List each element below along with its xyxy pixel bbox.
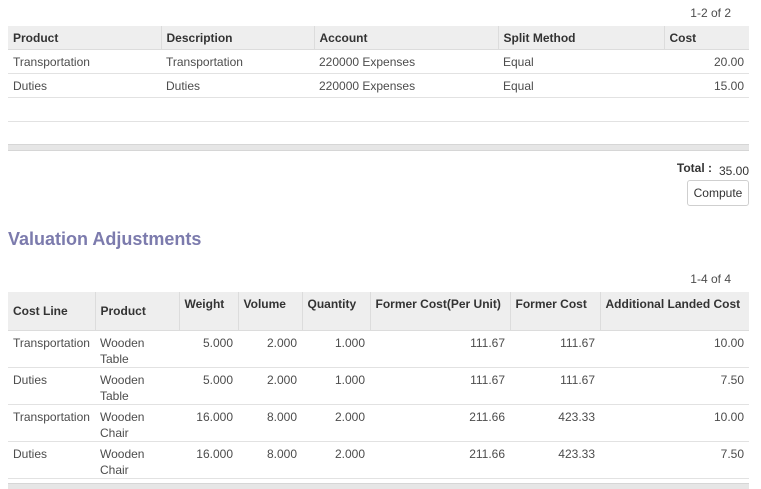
cell-description: Transportation — [161, 49, 314, 74]
valuation-adjustments-table: Cost Line Product Weight Volume Quantity… — [8, 292, 749, 479]
compute-button[interactable]: Compute — [687, 180, 749, 206]
table-footer-divider — [8, 483, 749, 489]
cell-quantity: 2.000 — [302, 404, 370, 442]
empty-row[interactable] — [8, 97, 749, 122]
table-row[interactable]: Transportation Wooden Table 5.000 2.000 … — [8, 330, 749, 368]
cost-lines-pager[interactable]: 1-2 of 2 — [690, 6, 731, 20]
cell-cost: 20.00 — [664, 49, 749, 74]
cell-product: Wooden Table — [95, 367, 179, 405]
table-row[interactable]: Duties Wooden Chair 16.000 8.000 2.000 2… — [8, 441, 749, 479]
cell-additional-landed-cost: 10.00 — [600, 330, 749, 368]
valuation-pager[interactable]: 1-4 of 4 — [690, 272, 731, 286]
cell-quantity: 2.000 — [302, 441, 370, 479]
cell-quantity: 1.000 — [302, 367, 370, 405]
col-product[interactable]: Product — [8, 26, 162, 50]
cell-weight: 5.000 — [179, 330, 238, 368]
cell-additional-landed-cost: 10.00 — [600, 404, 749, 442]
section-title: Valuation Adjustments — [8, 229, 202, 249]
cell-split-method: Equal — [498, 49, 664, 74]
col-volume[interactable]: Volume — [238, 292, 303, 331]
cell-former-cost: 111.67 — [510, 367, 600, 405]
col-cost-line[interactable]: Cost Line — [8, 292, 96, 331]
cell-account: 220000 Expenses — [314, 73, 498, 98]
cell-product: Wooden Table — [95, 330, 179, 368]
cell-product: Transportation — [8, 49, 161, 74]
cell-former-cost-per-unit: 111.67 — [370, 367, 510, 405]
cell-cost-line: Transportation — [8, 330, 95, 368]
cell-former-cost: 423.33 — [510, 404, 600, 442]
cell-former-cost: 423.33 — [510, 441, 600, 479]
cell-additional-landed-cost: 7.50 — [600, 367, 749, 405]
cell-product: Duties — [8, 73, 161, 98]
total-value: 35.00 — [718, 164, 749, 178]
cell-volume: 8.000 — [238, 441, 302, 479]
cell-cost-line: Duties — [8, 441, 95, 479]
cell-cost: 15.00 — [664, 73, 749, 98]
cell-former-cost-per-unit: 211.66 — [370, 441, 510, 479]
table-row[interactable]: Transportation Wooden Chair 16.000 8.000… — [8, 404, 749, 442]
cell-cost-line: Duties — [8, 367, 95, 405]
cell-weight: 16.000 — [179, 441, 238, 479]
cell-additional-landed-cost: 7.50 — [600, 441, 749, 479]
col-former-cost-per-unit[interactable]: Former Cost(Per Unit) — [370, 292, 511, 331]
cell-former-cost: 111.67 — [510, 330, 600, 368]
cell-volume: 2.000 — [238, 367, 302, 405]
col-description[interactable]: Description — [161, 26, 315, 50]
cell-product: Wooden Chair — [95, 404, 179, 442]
col-quantity[interactable]: Quantity — [302, 292, 371, 331]
table-row[interactable]: Duties Duties 220000 Expenses Equal 15.0… — [8, 73, 749, 98]
cell-cost-line: Transportation — [8, 404, 95, 442]
col-weight[interactable]: Weight — [179, 292, 239, 331]
cell-former-cost-per-unit: 211.66 — [370, 404, 510, 442]
cell-split-method: Equal — [498, 73, 664, 98]
col-former-cost[interactable]: Former Cost — [510, 292, 601, 331]
cell-former-cost-per-unit: 111.67 — [370, 330, 510, 368]
cell-weight: 16.000 — [179, 404, 238, 442]
cell-product: Wooden Chair — [95, 441, 179, 479]
cell-weight: 5.000 — [179, 367, 238, 405]
total-label: Total : — [676, 161, 712, 175]
col-account[interactable]: Account — [314, 26, 499, 50]
col-cost[interactable]: Cost — [664, 26, 749, 50]
table-row[interactable]: Duties Wooden Table 5.000 2.000 1.000 11… — [8, 367, 749, 405]
cell-volume: 8.000 — [238, 404, 302, 442]
table-row[interactable]: Transportation Transportation 220000 Exp… — [8, 49, 749, 74]
table-footer-divider — [8, 144, 749, 151]
col-additional-landed-cost[interactable]: Additional Landed Cost — [600, 292, 749, 331]
cell-quantity: 1.000 — [302, 330, 370, 368]
cell-volume: 2.000 — [238, 330, 302, 368]
cost-lines-table: Product Description Account Split Method… — [8, 26, 749, 122]
cell-description: Duties — [161, 73, 314, 98]
col-product[interactable]: Product — [95, 292, 180, 331]
col-split-method[interactable]: Split Method — [498, 26, 665, 50]
cell-account: 220000 Expenses — [314, 49, 498, 74]
